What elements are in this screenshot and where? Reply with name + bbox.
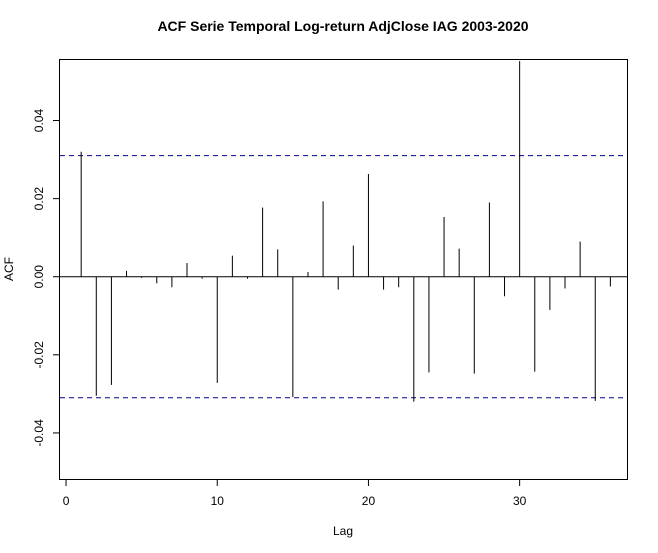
y-tick-label: -0.04 — [32, 419, 46, 447]
y-tick-label: 0.04 — [32, 109, 46, 133]
plot-frame — [59, 59, 628, 480]
confidence-bounds — [60, 155, 627, 399]
y-tick-label: 0.00 — [32, 265, 46, 289]
x-tick-label: 0 — [63, 494, 70, 508]
y-tick-label: -0.02 — [32, 341, 46, 369]
acf-bars — [80, 61, 611, 402]
chart-title: ACF Serie Temporal Log-return AdjClose I… — [157, 18, 528, 34]
x-tick-label: 20 — [362, 494, 376, 508]
x-axis-label: Lag — [333, 524, 353, 538]
x-tick-label: 10 — [211, 494, 225, 508]
y-axis-label: ACF — [2, 257, 16, 281]
x-axis: 0 10 20 30 — [63, 479, 527, 508]
y-axis: -0.04 -0.02 0.00 0.02 0.04 — [32, 109, 60, 447]
x-tick-label: 30 — [513, 494, 527, 508]
y-tick-label: 0.02 — [32, 187, 46, 211]
